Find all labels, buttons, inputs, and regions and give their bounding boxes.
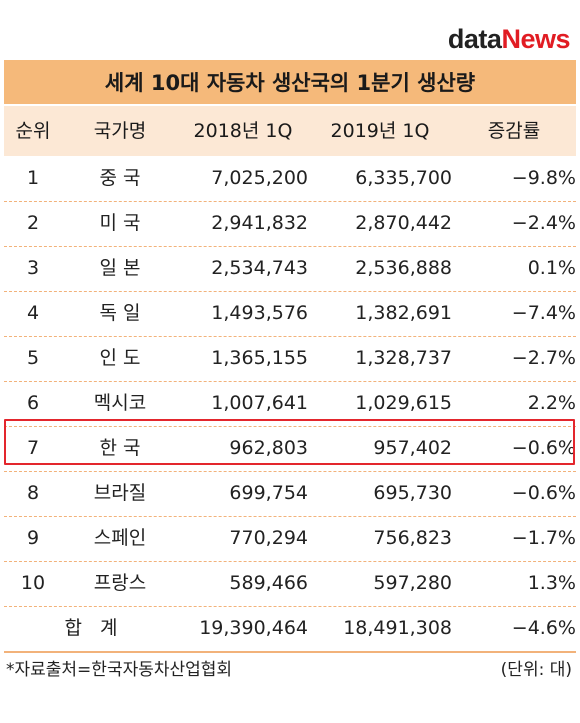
logo-news-text: News	[501, 24, 570, 54]
rank-cell: 9	[26, 527, 40, 549]
total-2019q1: 18,491,308	[343, 617, 452, 639]
value-2018q1-cell: 1,365,155	[211, 347, 308, 369]
change-cell: −0.6%	[511, 437, 576, 459]
change-cell: −7.4%	[511, 302, 576, 324]
header-rank: 순위	[15, 120, 51, 142]
value-2018q1-cell: 770,294	[229, 527, 308, 549]
table-row: 1 중 국 7,025,200 6,335,700 −9.8%	[4, 156, 576, 202]
value-2019q1-cell: 1,382,691	[355, 302, 452, 324]
change-cell: −0.6%	[511, 482, 576, 504]
country-cell: 인 도	[99, 347, 141, 369]
change-cell: −2.4%	[511, 212, 576, 234]
change-cell: −1.7%	[511, 527, 576, 549]
rank-cell: 7	[26, 437, 40, 459]
rank-cell: 6	[26, 392, 40, 414]
change-cell: 0.1%	[527, 257, 576, 279]
table-title: 세계 10대 자동차 생산국의 1분기 생산량	[4, 60, 576, 104]
value-2018q1-cell: 2,941,832	[211, 212, 308, 234]
value-2018q1-cell: 1,007,641	[211, 392, 308, 414]
datanews-logo: dataNews	[447, 24, 571, 54]
total-row: 합 계 19,390,464 18,491,308 −4.6%	[4, 606, 576, 653]
value-2019q1-cell: 1,029,615	[355, 392, 452, 414]
value-2018q1-cell: 589,466	[229, 572, 308, 594]
rank-cell: 2	[26, 212, 40, 234]
header-change: 증감률	[487, 120, 541, 142]
value-2019q1-cell: 2,536,888	[355, 257, 452, 279]
table-row: 8 브라질 699,754 695,730 −0.6%	[4, 471, 576, 517]
country-cell: 미 국	[99, 212, 141, 234]
header-2019q1: 2019년 1Q	[330, 120, 430, 142]
country-cell: 중 국	[99, 167, 141, 189]
value-2019q1-cell: 1,328,737	[355, 347, 452, 369]
country-cell: 일 본	[99, 257, 141, 279]
value-2018q1-cell: 699,754	[229, 482, 308, 504]
footer: *자료출처=한국자동차산업협회 (단위: 대)	[4, 655, 576, 685]
value-2018q1-cell: 1,493,576	[211, 302, 308, 324]
rank-cell: 4	[26, 302, 40, 324]
table-row: 5 인 도 1,365,155 1,328,737 −2.7%	[4, 336, 576, 382]
country-cell: 프랑스	[93, 572, 147, 594]
country-cell: 한 국	[99, 437, 141, 459]
country-cell: 멕시코	[93, 392, 147, 414]
table-row: 7 한 국 962,803 957,402 −0.6%	[4, 426, 576, 472]
rank-cell: 10	[20, 572, 46, 594]
header-country: 국가명	[93, 120, 147, 142]
value-2019q1-cell: 695,730	[373, 482, 452, 504]
value-2018q1-cell: 962,803	[229, 437, 308, 459]
unit-note: (단위: 대)	[500, 660, 572, 680]
header-2018q1: 2018년 1Q	[193, 120, 293, 142]
change-cell: 1.3%	[527, 572, 576, 594]
table-row: 2 미 국 2,941,832 2,870,442 −2.4%	[4, 201, 576, 247]
value-2019q1-cell: 957,402	[373, 437, 452, 459]
table-header-row: 순위 국가명 2018년 1Q 2019년 1Q 증감률	[4, 104, 576, 156]
value-2019q1-cell: 6,335,700	[355, 167, 452, 189]
highlight-box-korea	[4, 419, 575, 465]
change-cell: 2.2%	[527, 392, 576, 414]
country-cell: 브라질	[93, 482, 147, 504]
value-2019q1-cell: 756,823	[373, 527, 452, 549]
total-2018q1: 19,390,464	[199, 617, 308, 639]
rank-cell: 8	[26, 482, 40, 504]
table-row: 10 프랑스 589,466 597,280 1.3%	[4, 561, 576, 607]
table-row: 9 스페인 770,294 756,823 −1.7%	[4, 516, 576, 562]
rank-cell: 3	[26, 257, 40, 279]
value-2018q1-cell: 7,025,200	[211, 167, 308, 189]
total-label: 합 계	[64, 617, 118, 639]
rank-cell: 1	[26, 167, 40, 189]
value-2018q1-cell: 2,534,743	[211, 257, 308, 279]
logo-data-text: data	[447, 24, 502, 54]
table-row: 4 독 일 1,493,576 1,382,691 −7.4%	[4, 291, 576, 337]
value-2019q1-cell: 2,870,442	[355, 212, 452, 234]
table-row: 6 멕시코 1,007,641 1,029,615 2.2%	[4, 381, 576, 427]
country-cell: 독 일	[99, 302, 141, 324]
change-cell: −2.7%	[511, 347, 576, 369]
total-change: −4.6%	[511, 617, 576, 639]
change-cell: −9.8%	[511, 167, 576, 189]
country-cell: 스페인	[93, 527, 147, 549]
table-row: 3 일 본 2,534,743 2,536,888 0.1%	[4, 246, 576, 292]
value-2019q1-cell: 597,280	[373, 572, 452, 594]
rank-cell: 5	[26, 347, 40, 369]
source-note: *자료출처=한국자동차산업협회	[6, 660, 233, 680]
